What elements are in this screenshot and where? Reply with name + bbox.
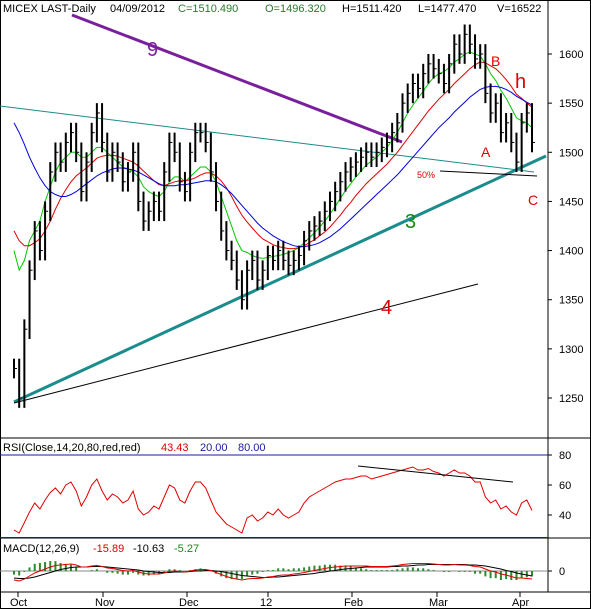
symbol-label: MICEX LAST-Daily [3,3,96,15]
annotation-b: B [491,53,500,69]
price-y-ticks: 1250 1300 1350 1400 1450 1500 1550 1600 [548,49,583,405]
price-y-tick-label: 1450 [559,196,583,208]
rsi-y-tick-label: 60 [559,480,571,492]
ma-line-red [13,61,533,250]
rsi-upper-band-value: 80.00 [238,442,266,454]
trendline-four [13,283,479,404]
macd-panel: 0 [0,561,565,582]
price-y-tick-label: 1500 [559,147,583,159]
macd-y-tick-label: 0 [559,566,565,578]
volume-label: V=16522 [497,3,541,15]
rsi-divergence-line [357,465,514,483]
low-label: L=1477.470 [418,3,476,15]
trendline-resistance [0,105,535,173]
x-tick-label: Dec [179,597,199,609]
annotation-nine: 9 [147,39,158,61]
x-tick-label: Nov [95,597,115,609]
open-label: O=1496.320 [265,3,326,15]
price-y-tick-label: 1400 [559,246,583,258]
date-label: 04/09/2012 [110,3,165,15]
annotation-three: 3 [405,211,416,233]
price-y-tick-label: 1600 [559,49,583,61]
annotation-h: h [515,71,526,93]
ma-line-blue [13,85,533,248]
trendline-nine [71,13,403,144]
x-tick-label: Feb [344,597,363,609]
price-y-tick-label: 1350 [559,295,583,307]
rsi-y-tick-label: 80 [559,450,571,462]
macd-line [13,563,533,582]
high-label: H=1511.420 [342,3,401,15]
macd-label: MACD(12,26,9) [3,543,79,555]
macd-hist-value: -5.27 [174,543,199,555]
x-tick-label: Oct [10,597,27,609]
rsi-panel: 40 60 80 [0,450,571,538]
x-tick-label: Mar [429,597,448,609]
price-y-tick-label: 1250 [559,393,583,405]
price-y-tick-label: 1550 [559,98,583,110]
trendlines [0,13,547,404]
x-axis-ticks: Oct Nov Dec 12 Feb Mar Apr [10,592,529,609]
rsi-y-tick-label: 40 [559,510,571,522]
x-tick-label: Apr [512,597,529,609]
annotation-four: 4 [381,297,392,319]
fifty-percent-line [439,170,538,177]
price-y-tick-label: 1300 [559,344,583,356]
macd-value: -15.89 [93,543,124,555]
rsi-value: 43.43 [161,442,189,454]
price-bars [13,24,535,408]
annotation-a: A [481,144,491,160]
annotation-fifty-percent: 50% [417,170,435,180]
rsi-lower-band-value: 20.00 [200,442,228,454]
macd-signal-value: -10.63 [133,543,164,555]
rsi-label: RSI(Close,14,20,80,red,red) [3,442,141,454]
trendline-three [13,154,547,404]
x-tick-label: 12 [260,597,272,609]
close-label: C=1510.490 [178,3,238,15]
annotation-c: C [528,192,538,208]
